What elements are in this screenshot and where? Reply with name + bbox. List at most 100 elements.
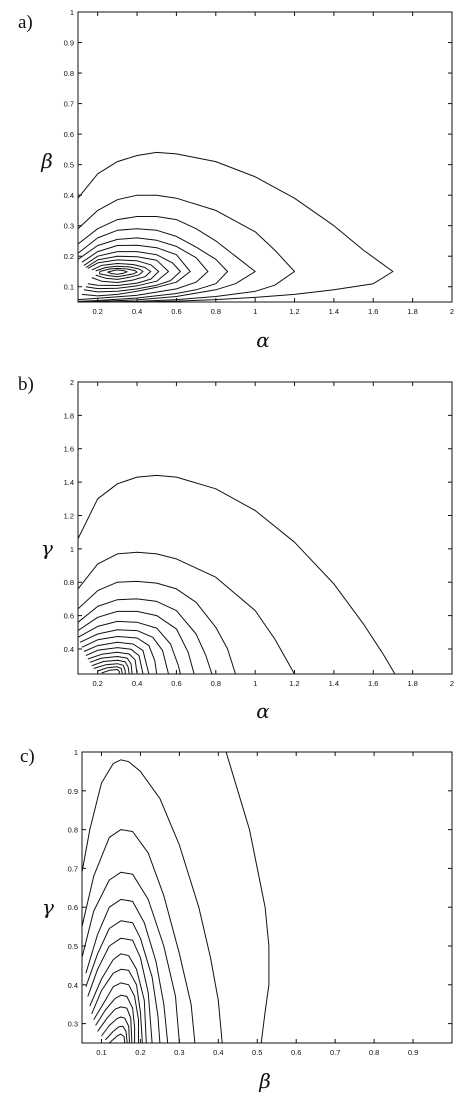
x-tick-label: 2 [450,307,454,316]
y-axis-label: β [40,149,53,173]
x-tick-label: 0.7 [330,1048,340,1057]
x-tick-label: 1 [253,307,257,316]
x-tick-label: 1.6 [368,679,378,688]
x-tick-label: 1.4 [329,679,339,688]
contour-line-8 [89,953,147,1043]
contour-line-3 [82,829,196,1043]
contour-line-4 [78,598,213,674]
y-tick-label: 0.7 [64,100,74,109]
x-tick-label: 0.4 [132,307,142,316]
x-tick-label: 1 [253,679,257,688]
contour-group [78,474,396,674]
x-tick-label: 0.8 [211,307,221,316]
contour-group [82,752,270,1043]
contour-line-2 [78,551,295,674]
panel-a: 0.2 0.4 0.6 0.8 1 1.2 1.4 1.6 1.8 2 0.1 0.2 0.3 0.4 0.… [18,8,454,352]
contour-line-1 [78,151,394,302]
x-tick-label: 0.1 [96,1048,106,1057]
y-tick-label: 0.5 [68,942,78,951]
y-tick-label: 0.6 [64,612,74,621]
contour-line-3 [78,216,256,302]
contour-line-7 [83,251,181,293]
contour-line-1 [78,474,396,674]
contour-line-8 [85,255,169,290]
y-tick-label: 0.8 [64,69,74,78]
contour-line-9 [87,259,160,286]
x-tick-label: 0.8 [211,679,221,688]
contour-line-8 [81,636,158,674]
y-tick-label: 1.2 [64,511,74,520]
x-tick-label: 0.9 [408,1048,418,1057]
x-tick-label: 0.2 [135,1048,145,1057]
y-tick-label: 0.9 [64,39,74,48]
contour-line-7 [79,629,169,674]
contour-line-13 [101,1016,130,1043]
contour-group [78,151,394,302]
contour-line-5 [85,898,169,1043]
contour-line-10 [93,982,139,1043]
y-tick-label: 0.5 [64,161,74,170]
x-tick-label: 0.4 [132,679,142,688]
y-tick-label: 1.6 [64,445,74,454]
y-tick-label: 0.6 [68,903,78,912]
x-tick-label: 0.3 [174,1048,184,1057]
contour-line-6 [81,244,191,297]
x-tick-label: 0.4 [213,1048,223,1057]
contour-line-15 [108,1033,126,1043]
panel-b: 0.2 0.4 0.6 0.8 1 1.2 1.4 1.6 1.8 2 0.4 0.6 0.8 1 1.2 1… [18,374,454,723]
x-tick-label: 0.2 [92,679,102,688]
panel-c: 0.1 0.2 0.3 0.4 0.5 0.6 0.7 0.8 0.9 0.3 0.4 0.5 0.6 0… [20,746,453,1093]
x-axis-label: β [258,1069,271,1093]
contour-line-12 [97,1006,133,1043]
y-tick-label: 0.3 [64,222,74,231]
contour-line-5 [78,237,209,301]
x-axis-label: α [256,699,270,723]
y-axis-label: γ [42,895,54,919]
y-tick-label: 0.8 [64,578,74,587]
y-tick-label: 2 [70,378,74,387]
y-tick-label: 0.6 [64,130,74,139]
contour-line-13 [107,269,128,275]
contour-line-14 [105,1025,128,1043]
contour-line-10 [85,647,144,674]
x-tick-label: 1.2 [289,679,299,688]
contour-line-15 [97,666,123,674]
plot-frame [81,751,453,1044]
x-tick-label: 0.5 [252,1048,262,1057]
contour-line-2 [82,759,223,1043]
contour-line-4 [78,228,229,302]
panel-label: a) [18,12,33,33]
contour-line-12 [89,656,133,674]
contour-line-3 [78,580,236,674]
x-tick-label: 0.2 [92,307,102,316]
plot-frame [77,381,453,675]
y-tick-label: 1.8 [64,411,74,420]
contour-line-13 [91,659,130,674]
y-tick-label: 1 [70,8,74,17]
y-tick-label: 1 [74,748,78,757]
x-axis-label: α [256,328,270,352]
x-tick-label: 0.6 [291,1048,301,1057]
y-tick-label: 0.4 [64,191,74,200]
contour-line-6 [78,620,181,674]
contour-line-10 [91,263,152,283]
y-tick-label: 0.4 [68,981,78,990]
x-tick-label: 0.8 [369,1048,379,1057]
x-tick-label: 0.6 [171,307,181,316]
plot-frame [77,11,453,303]
contour-line-12 [99,267,138,278]
y-tick-label: 1 [70,545,74,554]
y-tick-label: 0.2 [64,252,74,261]
x-tick-label: 1.8 [407,679,417,688]
y-tick-label: 0.3 [68,1020,78,1029]
x-tick-label: 2 [450,679,454,688]
y-tick-label: 0.7 [68,864,78,873]
contour-line-9 [83,641,150,674]
y-tick-label: 0.9 [68,787,78,796]
contour-line-11 [87,651,138,674]
contour-line-2 [78,194,295,302]
contour-line-5 [78,610,195,674]
contour-line-7 [87,937,153,1043]
y-axis-label: γ [41,536,53,560]
x-tick-label: 1.2 [289,307,299,316]
